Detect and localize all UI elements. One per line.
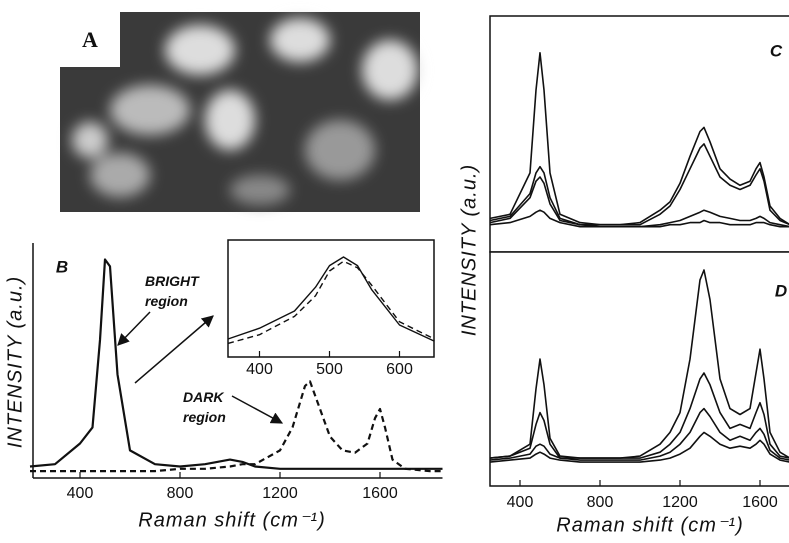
plot-frame xyxy=(227,239,435,358)
spectrum-line xyxy=(489,176,789,228)
spectrum-line xyxy=(489,372,789,459)
x-tick-label: 800 xyxy=(587,494,614,511)
spectrum-line xyxy=(489,209,789,228)
annotation: BRIGHT region xyxy=(145,273,200,309)
micrograph xyxy=(60,12,420,212)
spectrum-line xyxy=(227,260,435,345)
plot-frame xyxy=(489,251,789,487)
plot-frame xyxy=(489,15,789,253)
annotation: DARK region xyxy=(183,389,226,425)
x-tick-label: 500 xyxy=(316,361,343,378)
x-tick-label: 1600 xyxy=(742,494,778,511)
x-tick-label: 600 xyxy=(386,361,413,378)
panel-label: B xyxy=(56,257,68,276)
x-tick-label: 1600 xyxy=(362,485,398,502)
spectrum-line xyxy=(29,258,443,470)
spectrum-line xyxy=(489,269,789,459)
panel-label: D xyxy=(775,281,787,300)
spectrum-line xyxy=(489,52,789,226)
x-tick-label: 800 xyxy=(167,485,194,502)
x-axis-title: Raman shift (cm⁻¹) xyxy=(138,509,325,531)
y-axis-title: INTENSITY (a.u.) xyxy=(4,276,26,448)
y-axis-title: INTENSITY (a.u.) xyxy=(458,164,480,336)
x-tick-label: 400 xyxy=(246,361,273,378)
arrow xyxy=(134,315,214,384)
panel-label: A xyxy=(82,27,98,52)
x-axis-title: Raman shift (cm⁻¹) xyxy=(556,514,743,536)
spectrum-line xyxy=(489,407,789,461)
panel-label: C xyxy=(770,41,783,60)
x-tick-label: 1200 xyxy=(662,494,698,511)
arrow xyxy=(231,395,284,424)
x-tick-label: 400 xyxy=(67,485,94,502)
spectrum-line xyxy=(30,380,443,473)
spectrum-line xyxy=(227,256,435,342)
spectrum-line xyxy=(489,143,789,226)
x-tick-label: 400 xyxy=(507,494,534,511)
spectrum-line xyxy=(489,431,789,463)
arrow xyxy=(117,311,151,346)
x-tick-label: 1200 xyxy=(262,485,298,502)
